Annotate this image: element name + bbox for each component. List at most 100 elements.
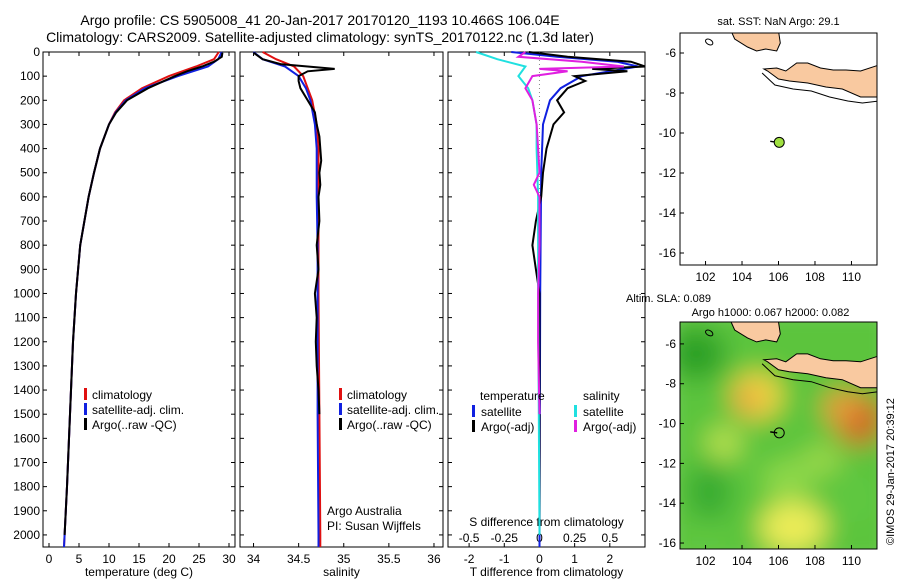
sla-anomaly xyxy=(759,501,828,549)
y-tick-label: 1800 xyxy=(13,480,40,494)
sla-anomaly xyxy=(733,385,762,414)
sla-anomaly xyxy=(685,523,726,549)
y-tick-label: 1400 xyxy=(13,383,40,397)
legend-label: satellite xyxy=(583,405,624,419)
x-tick-label: 34 xyxy=(247,552,261,566)
legend-swatch xyxy=(574,405,577,417)
x2-tick-label: 0.25 xyxy=(563,531,587,545)
y-tick-label: 1600 xyxy=(13,431,40,445)
y-tick-label: -12 xyxy=(659,456,677,470)
x-axis-label: temperature (deg C) xyxy=(85,565,193,579)
x-tick-label: 35 xyxy=(337,552,351,566)
x-tick-label: 2 xyxy=(606,552,613,566)
x-tick-label: 106 xyxy=(768,554,788,568)
x2-tick-label: -0.25 xyxy=(491,531,519,545)
series-argo-raw-qc xyxy=(63,52,224,535)
sla-field xyxy=(680,322,877,549)
legend-swatch xyxy=(339,388,342,400)
y-tick-label: 1100 xyxy=(14,311,40,325)
x-tick-label: 108 xyxy=(805,270,825,284)
y-tick-label: 700 xyxy=(20,214,40,228)
y-tick-label: 900 xyxy=(20,262,40,276)
y-tick-label: -14 xyxy=(659,496,677,510)
y-tick-label: 100 xyxy=(20,69,40,83)
y-tick-label: 400 xyxy=(20,142,40,156)
y-tick-label: 800 xyxy=(20,238,40,252)
x-tick-label: 110 xyxy=(842,554,861,568)
legend-heading: temperature xyxy=(480,389,545,403)
y-tick-label: 1700 xyxy=(13,455,40,469)
sla-anomaly xyxy=(802,443,843,476)
chart-title-line1: Argo profile: CS 5905008_41 20-Jan-2017 … xyxy=(80,12,560,28)
x2-tick-label: 0.5 xyxy=(601,531,618,545)
drift-track xyxy=(770,431,778,434)
x2-tick-label: -0.5 xyxy=(459,531,480,545)
land-sumatra xyxy=(680,322,781,343)
x-tick-label: 30 xyxy=(222,552,236,566)
annotation-text: Argo Australia xyxy=(327,504,402,518)
x-tick-label: 102 xyxy=(696,554,716,568)
x-tick-label: -2 xyxy=(464,552,475,566)
legend-swatch xyxy=(84,403,87,415)
y-tick-label: -16 xyxy=(659,536,677,550)
y-tick-label: 1500 xyxy=(13,407,40,421)
y-tick-label: 1300 xyxy=(13,359,40,373)
panel-map_sla: 102 104 106 108 110 -6 -8 -10 -12 -14 -16 Altim. SL… xyxy=(626,293,878,568)
y-tick-label: 2000 xyxy=(13,528,40,542)
x-tick-label: 0 xyxy=(46,552,53,566)
x-tick-label: 25 xyxy=(192,552,206,566)
sla-anomaly xyxy=(833,475,877,524)
island-contour xyxy=(705,329,714,337)
panel-salinity: 34 34.5 35 35.5 36 salinity xyxy=(239,51,444,579)
sla-anomaly xyxy=(680,327,727,380)
sla-anomaly xyxy=(705,425,742,462)
legend-label: Argo(..raw -QC) xyxy=(347,418,432,432)
x-tick-label: 35.5 xyxy=(377,552,401,566)
y-tick-label: -8 xyxy=(665,86,676,100)
legend-swatch xyxy=(472,405,475,417)
sla-anomaly xyxy=(822,389,863,426)
panel-temperature: 0100200300400500600700800900100011001200… xyxy=(13,45,236,579)
y-tick-label: -10 xyxy=(659,417,677,431)
y-tick-label: -8 xyxy=(665,377,676,391)
legend-swatch xyxy=(339,418,342,430)
map-title: Altim. SLA: 0.089 xyxy=(626,293,711,305)
sla-anomaly xyxy=(687,461,732,522)
y-tick-label: 200 xyxy=(20,93,40,107)
series-satellite-adj-clim xyxy=(252,51,320,547)
x-tick-label: 108 xyxy=(805,554,825,568)
x-tick-label: 1 xyxy=(571,552,578,566)
x-tick-label: -1 xyxy=(499,552,510,566)
map-title: sat. SST: NaN Argo: 29.1 xyxy=(717,16,839,28)
plot-frame xyxy=(447,51,646,548)
x2-axis-label: S difference from climatology xyxy=(469,515,624,529)
legend-swatch xyxy=(472,420,475,432)
x-axis-label: salinity xyxy=(323,565,360,579)
legend-label: Argo(-adj) xyxy=(481,420,534,434)
legend-heading: salinity xyxy=(583,389,620,403)
y-tick-label: 300 xyxy=(20,117,40,131)
legend-label: Argo(..raw -QC) xyxy=(92,418,177,432)
land-sumatra xyxy=(731,33,781,52)
sla-anomaly xyxy=(761,459,814,500)
x-axis-label: T difference from climatology xyxy=(470,565,624,579)
y-tick-label: 1900 xyxy=(13,504,40,518)
float-position-marker xyxy=(773,136,785,148)
credit-text: ©IMOS 29-Jan-2017 20:39:12 xyxy=(885,398,897,545)
legend-swatch xyxy=(574,420,577,432)
depth-contour xyxy=(761,363,877,395)
x-tick-label: 34.5 xyxy=(287,552,311,566)
map-content xyxy=(680,33,877,265)
float-position-marker xyxy=(773,427,785,439)
x-tick-label: 102 xyxy=(696,270,716,284)
y-tick-label: -12 xyxy=(659,166,677,180)
y-tick-label: -16 xyxy=(659,246,677,260)
legend-swatch xyxy=(84,418,87,430)
map-content xyxy=(680,322,877,549)
x-tick-label: 5 xyxy=(76,552,83,566)
land-java xyxy=(762,62,877,98)
x-tick-label: 15 xyxy=(132,552,146,566)
